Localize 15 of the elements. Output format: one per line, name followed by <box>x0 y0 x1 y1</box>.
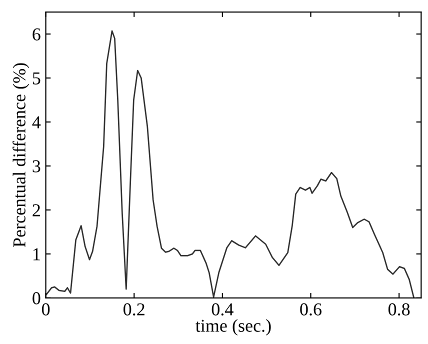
x-tick-label: 0.8 <box>388 303 410 316</box>
x-tick-label: 0.4 <box>212 303 234 316</box>
y-tick-label: 2 <box>32 204 40 216</box>
y-tick-label: 3 <box>32 160 40 172</box>
line-series <box>46 30 414 298</box>
y-tick-label: 1 <box>33 248 40 260</box>
y-tick-label: 6 <box>32 28 40 40</box>
y-axis-title: Percentual difference (%) <box>12 63 30 248</box>
x-tick-label: 0.6 <box>300 303 322 316</box>
y-tick-label: 4 <box>32 116 41 128</box>
x-axis-title: time (sec.) <box>196 319 271 336</box>
y-tick-label: 5 <box>32 72 40 84</box>
y-tick-label: 0 <box>32 292 40 304</box>
x-tick-label: 0.2 <box>124 303 144 316</box>
x-tick-label: 0 <box>42 303 50 316</box>
